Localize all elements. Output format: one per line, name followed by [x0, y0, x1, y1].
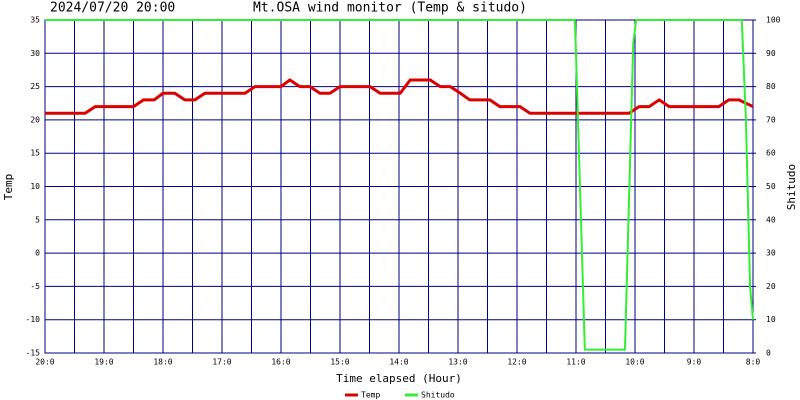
x-axis-label: Time elapsed (Hour) — [336, 372, 462, 385]
series-line — [45, 78, 754, 115]
series-line — [45, 19, 754, 351]
x-tick-label: 15:0 — [330, 358, 349, 367]
y-axis-label: Temp — [2, 174, 15, 201]
y-tick-label: -5 — [30, 282, 40, 291]
chart-subtitle: 2024/07/20 20:00 — [50, 1, 175, 16]
x-tick-label: 16:0 — [271, 358, 290, 367]
x-tick-label: 19:0 — [94, 358, 113, 367]
y2-tick-label: 70 — [766, 115, 776, 124]
y2-axis-label: Shitudo — [785, 164, 798, 210]
y-tick-label: 5 — [35, 215, 40, 224]
y2-tick-label: 10 — [766, 315, 776, 324]
y-tick-label: -10 — [26, 315, 41, 324]
legend-label: Temp — [361, 391, 380, 400]
y2-tick-label: 100 — [766, 16, 781, 25]
y2-tick-label: 50 — [766, 182, 776, 191]
x-tick-label: 20:0 — [35, 358, 54, 367]
x-tick-label: 12:0 — [507, 358, 526, 367]
x-tick-label: 9:0 — [687, 358, 702, 367]
x-tick-label: 17:0 — [212, 358, 231, 367]
x-tick-label: 11:0 — [566, 358, 585, 367]
y2-tick-label: 20 — [766, 282, 776, 291]
y2-tick-label: 0 — [766, 349, 771, 358]
y-tick-label: 0 — [35, 249, 40, 258]
x-tick-label: 10:0 — [625, 358, 644, 367]
y-tick-label: 35 — [30, 16, 40, 25]
y2-tick-label: 30 — [766, 249, 776, 258]
y2-tick-label: 40 — [766, 215, 776, 224]
x-tick-label: 8:0 — [746, 358, 761, 367]
y-tick-label: 20 — [30, 115, 40, 124]
x-tick-label: 18:0 — [153, 358, 172, 367]
legend-label: Shitudo — [421, 391, 455, 400]
y-tick-label: 30 — [30, 49, 40, 58]
y2-tick-label: 80 — [766, 82, 776, 91]
x-tick-label: 13:0 — [448, 358, 467, 367]
y-tick-label: 25 — [30, 82, 40, 91]
y2-tick-label: 60 — [766, 149, 776, 158]
y-tick-label: 10 — [30, 182, 40, 191]
chart-title: Mt.OSA wind monitor (Temp & situdo) — [253, 1, 527, 16]
x-tick-label: 14:0 — [389, 358, 408, 367]
y-tick-label: -15 — [26, 349, 41, 358]
y2-tick-label: 90 — [766, 49, 776, 58]
y-tick-label: 15 — [30, 149, 40, 158]
